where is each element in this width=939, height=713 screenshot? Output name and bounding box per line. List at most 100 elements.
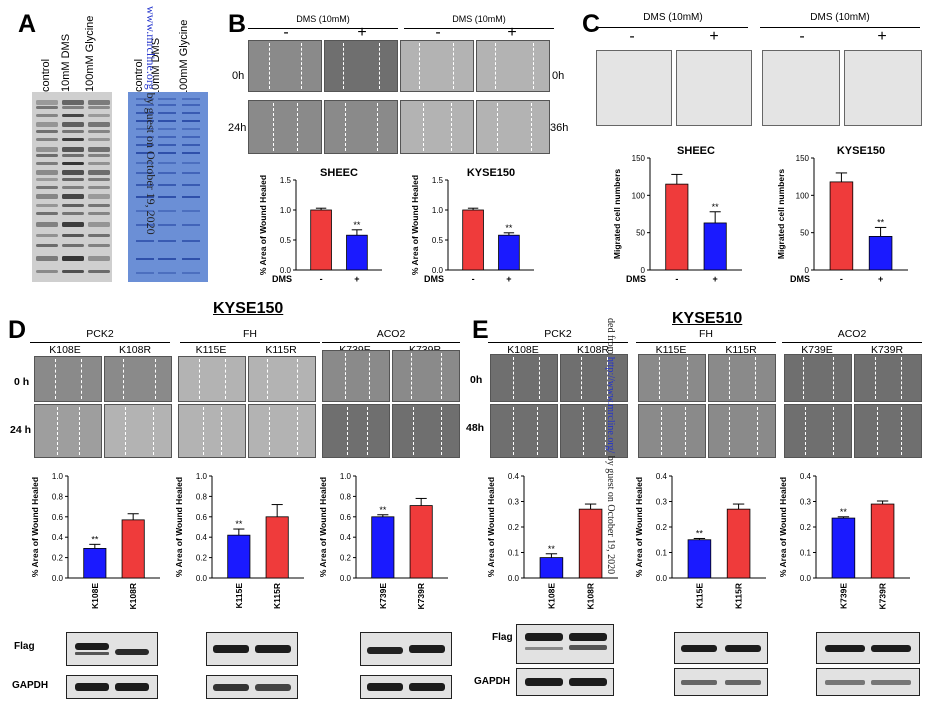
y-tick-label: 0.2 <box>52 554 64 563</box>
lane-label-glycine: 100mM Glycine <box>84 15 96 92</box>
gene-label-pck2: PCK2 <box>544 328 572 340</box>
blot-band <box>36 194 58 199</box>
blot-band <box>36 138 58 141</box>
category-label: K739E <box>838 583 848 609</box>
y-axis-label: % Area of Wound Healed <box>174 477 184 577</box>
blot-band <box>88 256 110 261</box>
gel-band <box>136 136 154 138</box>
mutant-label: K115E <box>655 344 687 356</box>
y-tick-label: 0.2 <box>656 523 668 532</box>
y-tick-label: 0.2 <box>800 523 812 532</box>
chart-c-sheec: 0 50 100 150 Migrated cell numbers SHEEC - ** + D… <box>612 145 742 284</box>
category-label: K108R <box>586 583 596 609</box>
gene-label-aco2: ACO2 <box>376 328 406 340</box>
bar <box>121 519 145 579</box>
treatment-label-b1: DMS (10mM) <box>296 14 350 24</box>
y-tick-label: 50 <box>636 229 645 238</box>
bar <box>578 508 603 579</box>
chart-title: SHEEC <box>677 145 715 157</box>
plus-label: + <box>709 28 719 45</box>
y-tick-label: 0.0 <box>52 574 64 583</box>
gel-band <box>136 120 154 122</box>
gapdh-blot <box>516 668 614 696</box>
category-label: K739R <box>416 583 426 609</box>
significance-label: ** <box>91 534 99 544</box>
mutant-label: K115R <box>265 344 297 356</box>
blot-band <box>88 147 110 152</box>
chart-title: SHEEC <box>320 167 358 179</box>
wound-image <box>34 404 102 458</box>
plus-label: + <box>877 28 887 45</box>
category-label: K115E <box>234 583 244 609</box>
mutant-label: K115E <box>195 344 227 356</box>
y-tick-label: 0.2 <box>340 554 352 563</box>
wound-image <box>784 404 852 458</box>
wound-image <box>708 404 776 458</box>
flag-blot <box>66 632 158 666</box>
gel-band <box>158 272 176 274</box>
blot-band <box>88 244 110 247</box>
y-tick-label: 1.0 <box>196 472 208 481</box>
panel-a-label: A <box>18 10 37 38</box>
blot-band <box>36 270 58 273</box>
blot-band <box>88 234 110 237</box>
wound-image <box>248 100 322 154</box>
wound-image <box>248 404 316 458</box>
gel-band <box>158 136 176 138</box>
gel-band <box>182 98 200 100</box>
gel-band <box>182 240 200 242</box>
gel-band <box>158 224 176 226</box>
bar <box>498 234 520 271</box>
blot-band <box>62 138 84 141</box>
blot-label-gapdh: GAPDH <box>474 676 511 687</box>
wound-image <box>392 350 460 402</box>
y-tick-label: 150 <box>632 154 646 163</box>
category-label: K739R <box>878 583 888 609</box>
category-label: K115E <box>694 583 704 609</box>
blot-band <box>62 212 84 215</box>
blot-band <box>62 178 84 181</box>
y-tick-label: 150 <box>796 154 810 163</box>
gel-band <box>182 136 200 138</box>
bar <box>409 505 433 579</box>
blot-band <box>88 154 110 157</box>
panel-e-label: E <box>472 316 489 344</box>
y-tick-label: 0.4 <box>340 533 352 542</box>
blot-band <box>62 186 84 189</box>
bar <box>227 534 251 579</box>
gel-band <box>182 120 200 122</box>
significance-label: ** <box>840 507 848 517</box>
blot-band <box>62 154 84 157</box>
bar <box>265 516 289 579</box>
y-axis-label: % Area of Wound Healed <box>318 477 328 577</box>
y-tick-label: 0.4 <box>508 472 520 481</box>
blot-band <box>88 138 110 141</box>
lane-label-control: control <box>40 58 52 92</box>
wound-image <box>708 354 776 402</box>
plus-label: + <box>507 24 517 41</box>
lane-label-glycine-2: 100mM Glycine <box>178 19 190 96</box>
bar <box>726 508 751 579</box>
y-tick-label: 0 <box>805 266 810 275</box>
blot-band <box>62 204 84 207</box>
time-label-0h: 0h <box>470 374 483 386</box>
y-tick-label: 0.3 <box>656 498 668 507</box>
bar <box>703 222 727 271</box>
mutant-label: K108R <box>118 344 152 356</box>
blot-band <box>62 194 84 199</box>
gel-band <box>158 184 176 186</box>
y-tick-label: 0.4 <box>196 533 208 542</box>
category-label: + <box>878 274 883 284</box>
gel-band <box>182 144 200 146</box>
y-tick-label: 100 <box>796 191 810 200</box>
wound-image <box>34 356 102 402</box>
category-label: K115R <box>272 583 282 609</box>
y-tick-label: 0.0 <box>340 574 352 583</box>
y-tick-label: 0.0 <box>196 574 208 583</box>
gel-band <box>158 120 176 122</box>
gel-band <box>136 240 154 242</box>
y-tick-label: 0.0 <box>432 266 444 275</box>
time-label-24h: 24h <box>228 122 247 134</box>
wound-image <box>854 354 922 402</box>
y-tick-label: 0.0 <box>656 574 668 583</box>
